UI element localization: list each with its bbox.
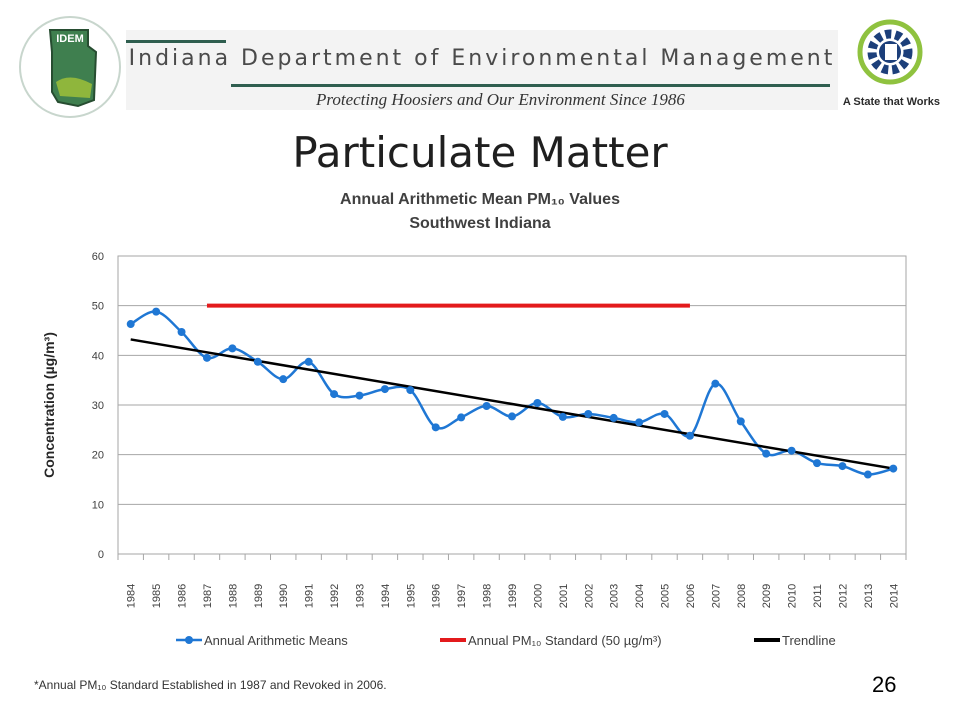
- x-tick-label: 1998: [482, 584, 494, 608]
- page-title: Particulate Matter: [292, 128, 668, 177]
- data-point: [660, 409, 669, 418]
- y-tick-label: 60: [92, 251, 104, 263]
- x-tick-label: 1990: [278, 584, 290, 608]
- org-tagline: Protecting Hoosiers and Our Environment …: [316, 90, 685, 109]
- x-tick-label: 1984: [126, 584, 138, 608]
- x-tick-label: 2000: [532, 584, 544, 608]
- data-point: [279, 375, 288, 384]
- header-banner: IDEM Indiana Department of Environmental…: [18, 12, 942, 122]
- data-point: [863, 470, 872, 479]
- data-point: [355, 391, 364, 400]
- y-tick-label: 30: [92, 400, 104, 412]
- data-point: [685, 431, 694, 440]
- data-point: [711, 379, 720, 388]
- gridlines: [117, 255, 907, 560]
- data-point: [253, 357, 262, 366]
- data-point: [126, 320, 135, 329]
- chart-title: Annual Arithmetic Mean PM₁₀ Values South…: [0, 188, 960, 236]
- x-tick-label: 2001: [558, 584, 570, 608]
- x-tick-label: 2004: [634, 584, 646, 608]
- data-point: [177, 327, 186, 336]
- legend-label: Trendline: [782, 633, 836, 648]
- data-point: [304, 357, 313, 366]
- data-point: [508, 412, 516, 421]
- footnote: *Annual PM₁₀ Standard Established in 198…: [34, 678, 387, 692]
- x-tick-label: 1986: [177, 584, 189, 608]
- y-tick-label: 10: [92, 499, 104, 511]
- x-tick-label: 1993: [354, 584, 366, 608]
- data-point: [635, 418, 644, 427]
- y-tick-label: 40: [92, 350, 104, 362]
- x-tick-label: 1991: [304, 584, 316, 608]
- x-tick-label: 1992: [329, 584, 341, 608]
- data-point: [889, 464, 898, 473]
- page-number: 26: [872, 672, 897, 697]
- x-tick-label: 1988: [227, 584, 239, 608]
- y-axis-label: Concentration (µg/m³): [41, 332, 57, 478]
- x-tick-label: 1985: [151, 584, 163, 608]
- data-point: [787, 446, 796, 455]
- banner-rule: [126, 40, 830, 87]
- data-point: [330, 390, 339, 399]
- state-logo: A State that Works: [842, 14, 942, 114]
- series-layer: [126, 303, 898, 479]
- data-point: [482, 401, 491, 410]
- legend-label: Annual Arithmetic Means: [204, 633, 348, 648]
- x-tick-label: 2002: [583, 584, 595, 608]
- data-point: [380, 385, 389, 394]
- org-name: Indiana Department of Environmental Mana…: [128, 46, 836, 71]
- x-tick-label: 2011: [812, 584, 824, 608]
- y-tick-label: 20: [92, 450, 104, 462]
- x-tick-label: 1997: [456, 584, 468, 608]
- legend: Annual Arithmetic Means Annual PM₁₀ Stand…: [176, 633, 836, 648]
- x-tick-label: 1999: [507, 584, 519, 608]
- data-point: [533, 399, 542, 408]
- data-point: [762, 449, 771, 458]
- data-point: [609, 413, 618, 422]
- data-point: [838, 462, 847, 471]
- y-tick-label: 50: [92, 301, 104, 313]
- data-point: [228, 344, 237, 353]
- x-tick-label: 1996: [431, 584, 443, 608]
- trendline: [130, 338, 894, 470]
- x-tick-label: 2009: [761, 584, 773, 608]
- data-point: [813, 459, 822, 468]
- idem-logo: IDEM: [18, 12, 123, 122]
- banner-center: Indiana Department of Environmental Mana…: [126, 30, 838, 110]
- chart-title-line2: Southwest Indiana: [409, 215, 551, 232]
- x-tick-label: 2012: [837, 584, 849, 608]
- x-tick-labels: 1984 1985 1986 1987 1988 1989 1990 1991 1992 1993…: [126, 584, 901, 608]
- x-tick-label: 2013: [863, 584, 875, 608]
- x-tick-label: 1995: [405, 584, 417, 608]
- legend-marker: [185, 636, 193, 644]
- data-point: [558, 412, 567, 421]
- y-tick-label: 0: [98, 549, 104, 561]
- x-tick-label: 1989: [253, 584, 265, 608]
- data-point: [584, 409, 593, 418]
- svg-text:IDEM: IDEM: [56, 33, 84, 45]
- x-tick-label: 2006: [685, 584, 697, 608]
- chart-title-line1: Annual Arithmetic Mean PM₁₀ Values: [340, 191, 620, 208]
- x-tick-label: 2005: [660, 584, 672, 608]
- data-point: [457, 413, 466, 422]
- x-tick-label: 2014: [888, 584, 900, 608]
- y-tick-labels: 0 10 20 30 40 50 60: [92, 251, 104, 561]
- data-point: [202, 353, 211, 362]
- data-point: [152, 307, 161, 316]
- data-point: [406, 386, 415, 395]
- x-tick-label: 1987: [202, 584, 214, 608]
- x-tick-label: 2010: [787, 584, 799, 608]
- data-point: [736, 417, 745, 426]
- x-tick-label: 2007: [710, 584, 722, 608]
- state-slogan: A State that Works: [842, 96, 940, 108]
- x-tick-label: 2003: [609, 584, 621, 608]
- data-point: [431, 423, 440, 432]
- x-tick-label: 2008: [736, 584, 748, 608]
- legend-label: Annual PM₁₀ Standard (50 µg/m³): [468, 633, 662, 648]
- x-tick-label: 1994: [380, 584, 392, 608]
